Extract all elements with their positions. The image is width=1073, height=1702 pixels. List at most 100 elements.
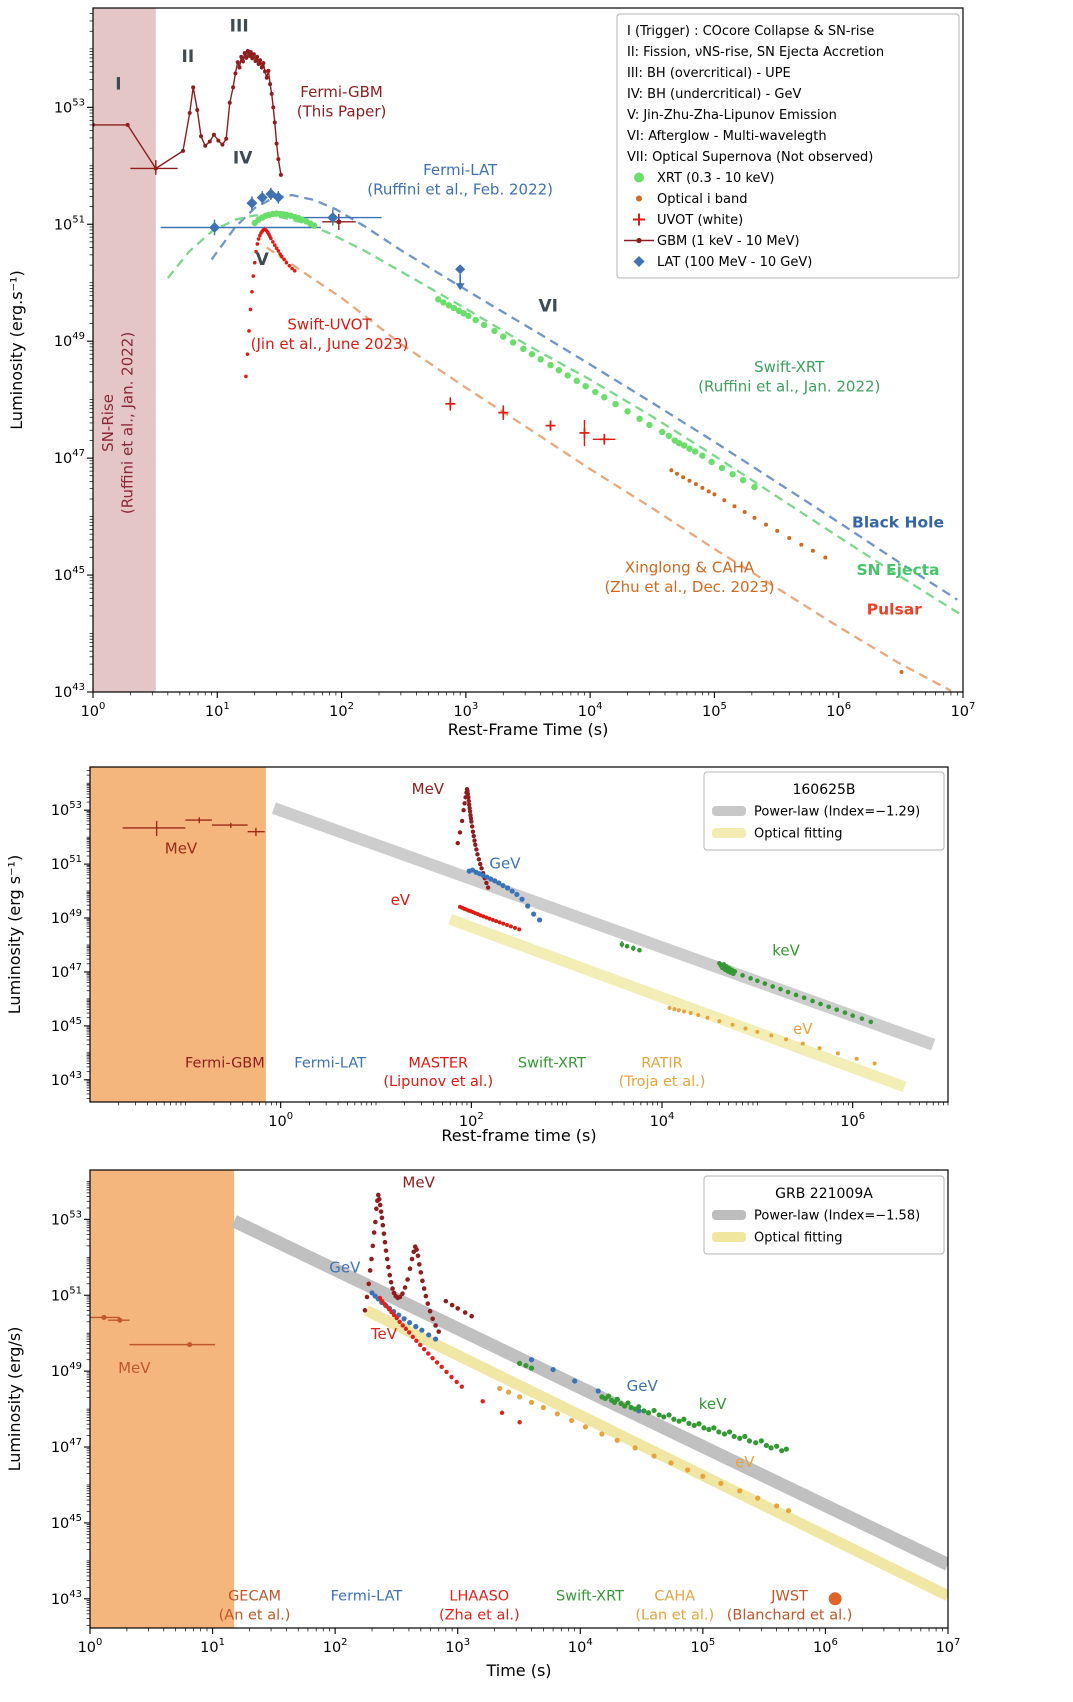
svg-text:RATIR(Troja et al.): RATIR (Troja et al.) xyxy=(619,1055,706,1090)
panel-top-multiwavelength-lightcurve: 100 101 102 103 104 105 106 107 1043 1045 1047 1049… xyxy=(0,0,1073,750)
svg-text:CAHA(Lan et al.): CAHA (Lan et al.) xyxy=(635,1589,714,1624)
p2-minor-ticks xyxy=(86,770,949,1106)
svg-text:104: 104 xyxy=(650,1111,675,1130)
p1-legend-item-5: VI: Afterglow - Multi-wavelegth xyxy=(627,129,827,144)
p2-legend: 160625B Power-law (Index=−1.29) Optical fi… xyxy=(703,771,945,851)
p2-series-gev xyxy=(466,867,543,923)
p2-series-mev-spike xyxy=(455,787,491,890)
p1-ylabel: Luminosity (erg.s⁻¹) xyxy=(7,270,26,429)
p1-series-uvot-early xyxy=(244,227,297,379)
svg-text:1045: 1045 xyxy=(51,1513,82,1532)
svg-text:MASTER(Lipunov et al.): MASTER (Lipunov et al.) xyxy=(383,1055,493,1090)
svg-text:1049: 1049 xyxy=(54,331,85,350)
p3-series-ev-caha xyxy=(497,1385,792,1514)
svg-text:1051: 1051 xyxy=(51,1285,82,1304)
p2-plot-area xyxy=(90,767,936,1102)
svg-text:1043: 1043 xyxy=(54,682,85,701)
p1-legend-item-1: II: Fission, νNS-rise, SN Ejecta Accreti… xyxy=(627,45,884,60)
p1-dashed-black-hole-model xyxy=(210,193,958,601)
p3-annotations: MeV MeV GeV TeV keV GeV eV GECAM (An et al.) Ferm… xyxy=(118,1173,852,1623)
svg-text:102: 102 xyxy=(459,1111,484,1130)
p1-legend-item-9: UVOT (white) xyxy=(657,213,743,228)
svg-text:1049: 1049 xyxy=(51,1361,82,1380)
p1-tick-labels: 100 101 102 103 104 105 106 107 1043 1045 1047 1049… xyxy=(54,97,976,720)
p2-band-optical-fitting xyxy=(448,914,907,1092)
svg-text:Black Hole: Black Hole xyxy=(852,514,944,532)
svg-text:Swift-UVOT(Jin et al., June 20: Swift-UVOT (Jin et al., June 2023) xyxy=(251,315,409,353)
svg-text:1047: 1047 xyxy=(51,1437,82,1456)
p2-series-mev-early-bars xyxy=(122,817,265,837)
p2-frame xyxy=(89,766,949,1103)
svg-text:106: 106 xyxy=(826,701,851,720)
svg-text:IV: IV xyxy=(233,148,253,168)
p1-series-lat xyxy=(160,187,382,236)
p3-band-power-law xyxy=(231,1215,948,1571)
p3-series-jwst xyxy=(828,1592,842,1606)
svg-text:104: 104 xyxy=(568,1637,593,1656)
p1-legend: I (Trigger) : COcore Collapse & SN-rise I… xyxy=(616,13,960,279)
svg-text:100: 100 xyxy=(81,701,106,720)
svg-text:MeV: MeV xyxy=(412,780,445,798)
p3-series-mev-spike xyxy=(362,1192,474,1334)
svg-text:105: 105 xyxy=(702,701,727,720)
p1-legend-item-10: GBM (1 keV - 10 MeV) xyxy=(657,234,800,249)
p1-series-gbm-late xyxy=(322,213,356,230)
svg-text:Xinglong & CAHA(Zhu et al., De: Xinglong & CAHA (Zhu et al., Dec. 2023) xyxy=(604,559,774,597)
p1-major-ticks xyxy=(87,106,964,698)
p1-series-gbm xyxy=(93,48,283,177)
svg-text:1043: 1043 xyxy=(51,1589,82,1608)
svg-text:107: 107 xyxy=(936,1637,961,1656)
svg-text:1045: 1045 xyxy=(51,1016,82,1035)
svg-text:102: 102 xyxy=(329,701,354,720)
p2-shaded-region xyxy=(90,767,266,1102)
p1-xlabel: Rest-Frame Time (s) xyxy=(448,720,609,739)
p3-svg: 100 101 102 103 104 105 106 107 1043 1045 1047 1049… xyxy=(5,1169,961,1680)
svg-text:Fermi-LAT: Fermi-LAT xyxy=(294,1055,366,1071)
svg-text:SN Ejecta: SN Ejecta xyxy=(857,561,940,579)
p2-legend-item-1: Optical fitting xyxy=(754,827,843,842)
svg-text:1051: 1051 xyxy=(51,854,82,873)
p3-series-gecam-bars xyxy=(90,1314,216,1348)
svg-text:MeV: MeV xyxy=(165,839,198,857)
p2-legend-item-0: Power-law (Index=−1.29) xyxy=(754,805,920,820)
svg-text:GeV: GeV xyxy=(329,1258,361,1276)
svg-text:VI: VI xyxy=(538,297,557,317)
svg-text:GeV: GeV xyxy=(627,1377,659,1395)
svg-text:106: 106 xyxy=(840,1111,865,1130)
svg-text:eV: eV xyxy=(391,891,411,909)
svg-text:101: 101 xyxy=(200,1637,225,1656)
p1-plot-area xyxy=(93,8,963,692)
svg-text:107: 107 xyxy=(951,701,976,720)
svg-text:106: 106 xyxy=(813,1637,838,1656)
svg-text:Fermi-LAT: Fermi-LAT xyxy=(331,1589,403,1605)
p3-ylabel: Luminosity (erg/s) xyxy=(5,1327,24,1472)
p3-shaded-region xyxy=(90,1170,235,1628)
p1-dashed-sn-ejecta-model xyxy=(166,214,963,617)
p3-legend-title: GRB 221009A xyxy=(775,1186,873,1202)
svg-text:I: I xyxy=(115,75,121,95)
p1-shaded-region xyxy=(93,8,156,692)
p3-series-kev-xrt xyxy=(517,1360,789,1454)
p2-series-kev-xrt xyxy=(619,941,874,1025)
svg-text:1053: 1053 xyxy=(51,1209,82,1228)
svg-text:1049: 1049 xyxy=(51,908,82,927)
p3-minor-ticks xyxy=(86,1181,943,1632)
svg-text:105: 105 xyxy=(690,1637,715,1656)
svg-text:LHAASO(Zha et al.): LHAASO (Zha et al.) xyxy=(439,1589,520,1624)
p3-xlabel: Time (s) xyxy=(485,1661,551,1680)
p1-series-optical-i-band xyxy=(669,468,904,674)
svg-text:II: II xyxy=(182,47,195,67)
svg-text:eV: eV xyxy=(793,1020,813,1038)
svg-text:100: 100 xyxy=(268,1111,293,1130)
p1-series-xrt xyxy=(251,210,758,491)
svg-text:101: 101 xyxy=(205,701,230,720)
p1-series-uvot-late xyxy=(445,397,616,447)
p2-series-ev-master xyxy=(457,904,522,932)
p1-legend-item-0: I (Trigger) : COcore Collapse & SN-rise xyxy=(627,24,874,39)
svg-text:GECAM(An et al.): GECAM (An et al.) xyxy=(219,1589,291,1624)
p3-legend-item-0: Power-law (Index=−1.58) xyxy=(754,1209,920,1224)
p3-frame xyxy=(89,1169,949,1629)
svg-text:Swift-XRT: Swift-XRT xyxy=(556,1589,624,1605)
svg-text:1043: 1043 xyxy=(51,1070,82,1089)
p3-tick-labels: 100 101 102 103 104 105 106 107 1043 1045 1047 1049… xyxy=(51,1209,961,1656)
